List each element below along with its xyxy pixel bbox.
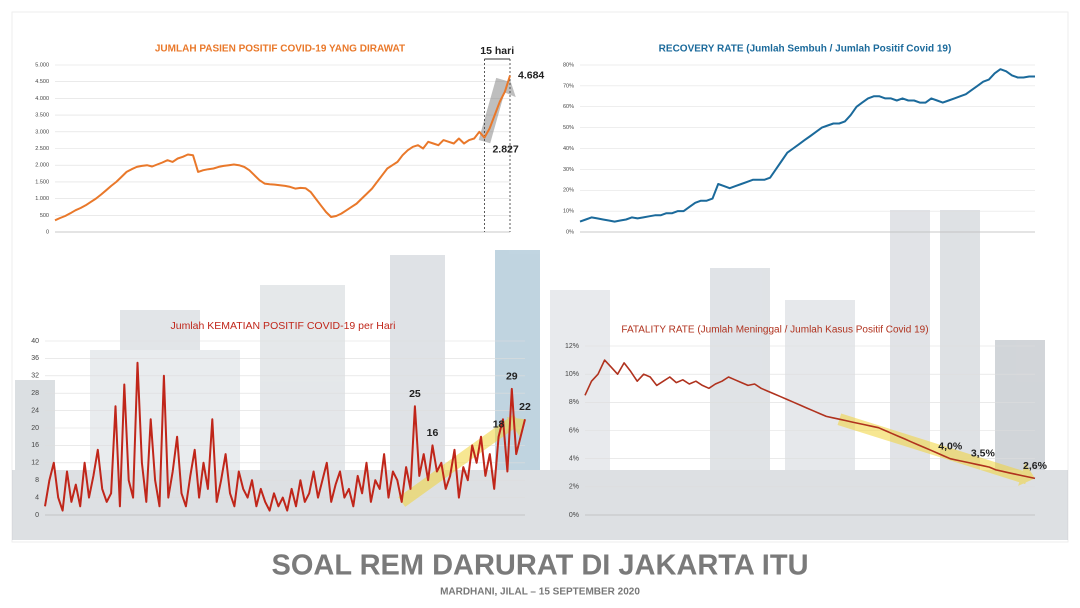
annotation: 15 hari — [480, 45, 514, 57]
building — [550, 290, 610, 540]
value-label: 16 — [427, 427, 439, 439]
y-tick-label: 8 — [35, 477, 39, 484]
y-tick-label: 28 — [31, 390, 39, 397]
value-label: 2,6% — [1023, 460, 1048, 472]
y-tick-label: 0% — [566, 229, 574, 235]
value-label: 4.684 — [518, 69, 544, 81]
y-tick-label: 4.500 — [35, 79, 49, 85]
y-tick-label: 500 — [40, 213, 49, 219]
y-tick-label: 12% — [565, 343, 579, 350]
y-tick-label: 40% — [563, 146, 574, 152]
y-tick-label: 8% — [569, 399, 579, 406]
y-tick-label: 36 — [31, 355, 39, 362]
y-tick-label: 4% — [569, 456, 579, 463]
y-tick-label: 0% — [569, 512, 579, 519]
y-tick-label: 2.500 — [35, 146, 49, 152]
building — [15, 380, 55, 540]
page-title: SOAL REM DARURAT DI JAKARTA ITU — [271, 550, 808, 582]
y-tick-label: 3.000 — [35, 129, 49, 135]
building — [890, 210, 930, 540]
y-tick-label: 0 — [35, 512, 39, 519]
page-subtitle: MARDHANI, JILAL – 15 SEPTEMBER 2020 — [440, 587, 640, 598]
data-line — [54, 75, 511, 222]
y-tick-label: 32 — [31, 373, 39, 380]
y-tick-label: 0 — [46, 229, 49, 235]
building — [995, 340, 1045, 540]
value-label: 29 — [506, 371, 518, 383]
y-tick-label: 24 — [31, 407, 39, 414]
y-tick-label: 2% — [569, 484, 579, 491]
trend-arrow — [398, 414, 525, 507]
value-label: 22 — [519, 401, 531, 413]
y-tick-label: 60% — [563, 104, 574, 110]
chart-title: Jumlah KEMATIAN POSITIF COVID-19 per Har… — [170, 320, 395, 332]
value-label: 2.827 — [492, 143, 518, 155]
chart-title: JUMLAH PASIEN POSITIF COVID-19 YANG DIRA… — [155, 44, 405, 55]
value-label: 4,0% — [938, 440, 963, 452]
y-tick-label: 16 — [31, 442, 39, 449]
skyline — [12, 210, 1068, 540]
y-tick-label: 10% — [565, 371, 579, 378]
y-tick-label: 1.000 — [35, 196, 49, 202]
y-tick-label: 4 — [35, 494, 39, 501]
trend-arrow-body — [398, 414, 521, 507]
trend-arrow-head — [506, 417, 525, 438]
trend-arrow-head — [1018, 462, 1035, 486]
y-tick-label: 20% — [563, 188, 574, 194]
building — [710, 268, 770, 540]
y-tick-label: 2.000 — [35, 163, 49, 169]
y-tick-label: 5.000 — [35, 62, 49, 68]
y-tick-label: 10% — [563, 209, 574, 215]
trend-arrow-body — [837, 413, 1029, 485]
building — [120, 310, 200, 350]
data-line — [579, 68, 1035, 223]
chart-title: RECOVERY RATE (Jumlah Sembuh / Jumlah Po… — [659, 44, 952, 55]
y-tick-label: 30% — [563, 167, 574, 173]
y-tick-label: 3.500 — [35, 113, 49, 119]
value-label: 3,5% — [971, 447, 996, 459]
y-tick-label: 70% — [563, 83, 574, 89]
building — [940, 210, 980, 540]
y-tick-label: 1.500 — [35, 179, 49, 185]
y-tick-label: 4.000 — [35, 96, 49, 102]
y-tick-label: 40 — [31, 338, 39, 345]
value-label: 18 — [493, 418, 505, 430]
building — [495, 250, 540, 540]
y-tick-label: 20 — [31, 425, 39, 432]
data-line — [584, 359, 1036, 480]
data-line — [44, 361, 526, 512]
y-tick-label: 50% — [563, 125, 574, 131]
ground — [12, 470, 1068, 540]
y-tick-label: 80% — [563, 62, 574, 68]
trend-arrow — [837, 413, 1035, 486]
y-tick-label: 6% — [569, 427, 579, 434]
y-tick-label: 12 — [31, 460, 39, 467]
chart-title: FATALITY RATE (Jumlah Meninggal / Jumlah… — [621, 325, 928, 336]
value-label: 25 — [409, 388, 421, 400]
card — [11, 11, 1069, 543]
